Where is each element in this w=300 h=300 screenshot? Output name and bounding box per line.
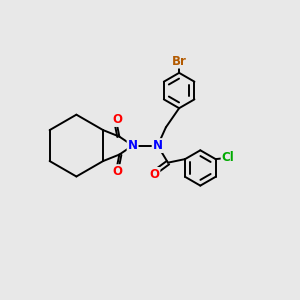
Text: Br: Br bbox=[172, 55, 187, 68]
Text: N: N bbox=[153, 139, 163, 152]
Text: O: O bbox=[149, 168, 159, 181]
Text: O: O bbox=[112, 165, 122, 178]
Text: Cl: Cl bbox=[222, 151, 234, 164]
Text: O: O bbox=[112, 113, 122, 126]
Text: N: N bbox=[128, 139, 138, 152]
